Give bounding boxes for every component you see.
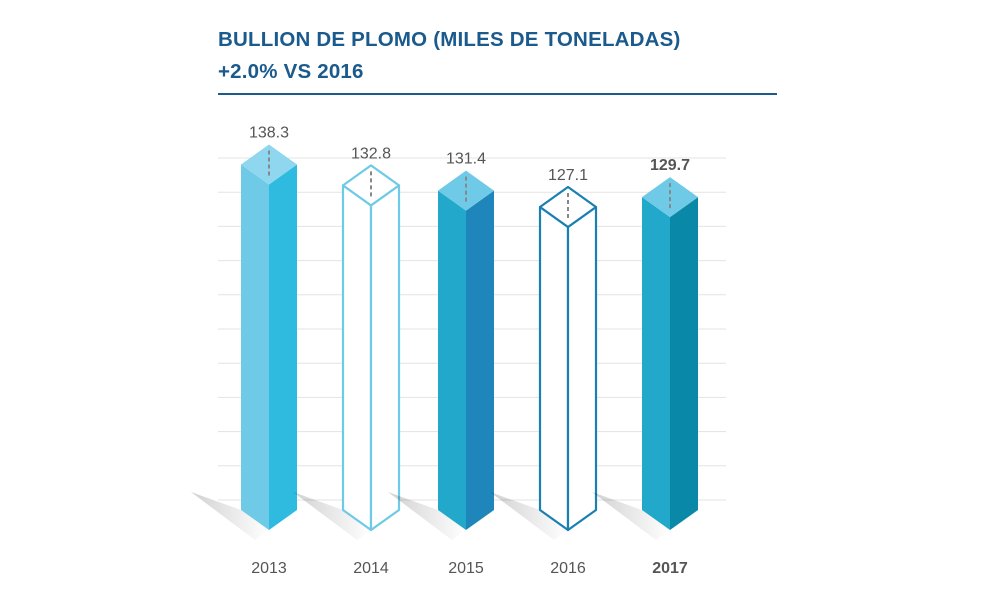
bar-front-face	[241, 164, 269, 530]
bar-2014	[293, 164, 401, 540]
bar-shadow	[293, 492, 371, 540]
bar-side-face	[269, 164, 297, 530]
category-label: 2013	[251, 560, 287, 577]
bar-shadow	[592, 492, 670, 540]
bar-side-face	[670, 197, 698, 530]
bar-2017	[592, 177, 698, 540]
chart-header: BULLION DE PLOMO (MILES DE TONELADAS) +2…	[218, 24, 777, 95]
bar-front-face	[438, 190, 466, 530]
bar-front-face	[642, 197, 670, 530]
bars	[191, 144, 698, 540]
bar-shadow	[490, 492, 568, 540]
category-label: 2017	[652, 560, 688, 577]
title-underline	[218, 93, 777, 95]
bar-shadow	[191, 492, 269, 540]
bar-front-face	[341, 184, 373, 532]
bar-2016	[490, 185, 598, 540]
bar-side-face	[369, 184, 401, 532]
category-label: 2014	[353, 560, 389, 577]
bar-shadow	[388, 492, 466, 540]
labels: 138.3 2013 132.8 2014 131.4 2015 127.1 2016 129.…	[249, 124, 690, 577]
category-label: 2015	[448, 560, 484, 577]
category-label: 2016	[550, 560, 586, 577]
bar-side-face	[466, 190, 494, 530]
value-label: 129.7	[650, 157, 690, 174]
bar-front-face	[538, 205, 570, 532]
chart-subtitle: +2.0% VS 2016	[218, 60, 364, 83]
chart-title: BULLION DE PLOMO (MILES DE TONELADAS)	[218, 28, 681, 51]
value-label: 131.4	[446, 151, 486, 168]
value-label: 127.1	[548, 167, 588, 184]
bar-2015	[388, 170, 494, 540]
bar-side-face	[566, 205, 598, 532]
value-label: 138.3	[249, 124, 289, 141]
value-label: 132.8	[351, 145, 391, 162]
bar-2013	[191, 144, 297, 540]
